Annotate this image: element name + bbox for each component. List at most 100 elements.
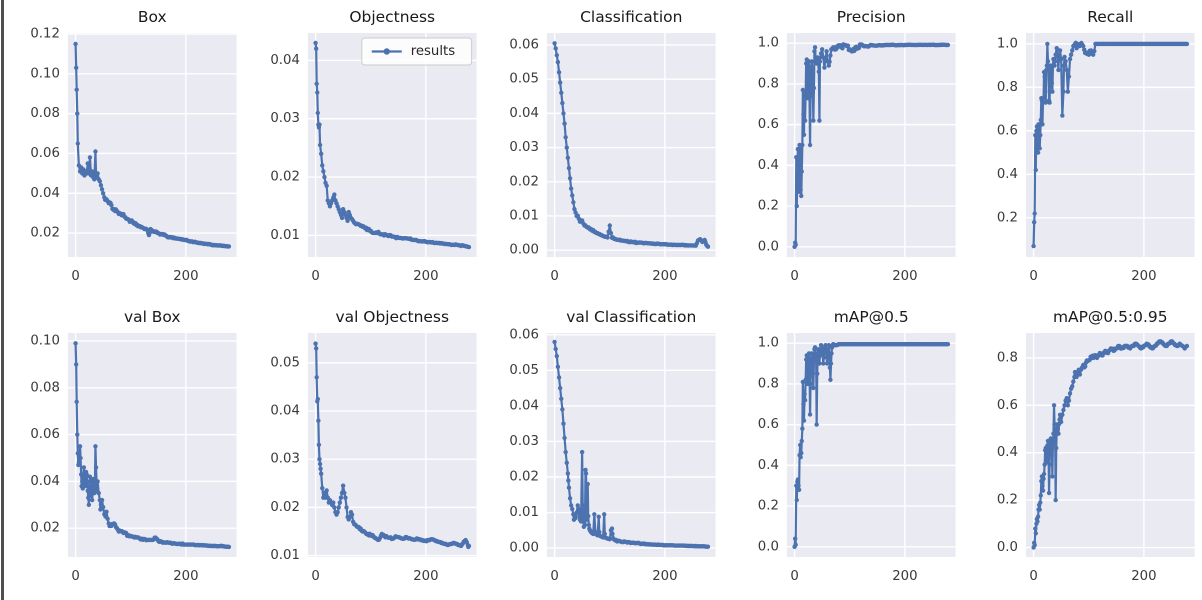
subplot-map-0.5: mAP@0.5 0.0 0.2 0.4 0.6 0.8 1.0 0 200: [723, 300, 963, 600]
data-point-marker: [828, 361, 834, 366]
data-point-marker: [796, 487, 802, 492]
x-tick-label: 0: [790, 269, 798, 284]
data-point-marker: [829, 351, 834, 356]
data-point-marker: [562, 435, 567, 441]
plot-area: [1026, 33, 1196, 257]
data-point-marker: [817, 361, 822, 366]
data-point-marker: [466, 543, 471, 549]
y-tick-label: 0.8: [997, 80, 1018, 95]
data-point-marker: [794, 497, 799, 503]
data-point-marker: [573, 210, 578, 215]
x-tick-label: 200: [413, 569, 438, 584]
data-point-marker: [1062, 63, 1067, 68]
y-tick-label: 0.02: [30, 521, 60, 536]
subplot-canvas: Classification 0.00 0.01 0.02 0.03 0.04 0.05 0.…: [510, 8, 716, 284]
data-point-marker: [84, 479, 90, 484]
data-point-marker: [82, 483, 88, 489]
subplot-title: Recall: [1088, 8, 1134, 26]
subplot-grid: Box 0.02 0.04 0.06 0.08 0.10 0.12 0 200 Objectnes…: [4, 0, 1202, 600]
data-point-marker: [580, 449, 585, 455]
x-tick-label: 200: [652, 269, 677, 284]
data-point-marker: [565, 155, 571, 160]
subplot-canvas: mAP@0.5:0.95 0.0 0.2 0.4 0.6 0.8 0 200: [997, 308, 1196, 584]
subplot-box: Box 0.02 0.04 0.06 0.08 0.10 0.12 0 200: [4, 0, 244, 300]
data-point-marker: [799, 142, 805, 148]
subplot-title: Box: [138, 8, 167, 26]
subplot-title: Precision: [837, 8, 906, 26]
y-tick-label: 1.0: [758, 336, 779, 351]
data-point-marker: [1040, 122, 1046, 127]
data-point-marker: [341, 490, 347, 496]
data-point-marker: [1064, 67, 1070, 73]
data-point-marker: [576, 506, 582, 512]
data-point-marker: [1068, 391, 1073, 396]
data-point-marker: [607, 223, 613, 228]
data-point-marker: [554, 53, 560, 58]
data-point-marker: [819, 47, 825, 52]
data-point-marker: [804, 377, 810, 382]
data-point-marker: [1038, 493, 1044, 498]
data-point-marker: [801, 402, 806, 407]
data-point-marker: [1050, 474, 1055, 479]
data-point-marker: [105, 516, 110, 521]
data-point-marker: [98, 183, 104, 188]
data-point-marker: [560, 407, 565, 412]
data-point-marker: [798, 187, 803, 192]
y-tick-label: 0.04: [30, 474, 60, 489]
y-tick-label: 0.6: [758, 417, 779, 432]
y-tick-label: 0.04: [510, 398, 540, 413]
y-tick-label: 0.06: [510, 327, 540, 342]
data-point-marker: [1078, 372, 1083, 377]
x-tick-label: 200: [892, 569, 917, 584]
data-point-marker: [555, 59, 561, 65]
y-tick-label: 0.4: [997, 167, 1018, 182]
x-tick-label: 200: [413, 269, 438, 284]
data-point-marker: [810, 371, 815, 376]
data-point-marker: [315, 110, 320, 116]
data-point-marker: [318, 151, 323, 156]
data-point-marker: [1070, 384, 1075, 389]
data-point-marker: [809, 59, 814, 64]
y-tick-label: 0.03: [270, 452, 300, 467]
data-point-marker: [814, 371, 820, 376]
data-point-marker: [97, 179, 103, 184]
data-point-marker: [559, 90, 564, 96]
data-point-marker: [1060, 412, 1065, 417]
data-point-marker: [820, 361, 826, 366]
data-point-marker: [609, 526, 615, 531]
data-point-marker: [810, 118, 816, 123]
data-point-marker: [87, 474, 93, 479]
data-point-marker: [1032, 542, 1038, 548]
y-tick-label: 0.4: [758, 458, 779, 473]
data-point-marker: [792, 536, 798, 541]
y-tick-label: 0.01: [510, 208, 540, 223]
data-point-marker: [85, 161, 90, 166]
data-point-marker: [845, 43, 850, 48]
y-tick-label: 0.02: [270, 170, 300, 185]
data-point-marker: [314, 90, 320, 95]
data-point-marker: [563, 449, 569, 455]
legend-marker: [383, 48, 390, 55]
data-point-marker: [586, 513, 591, 519]
data-point-marker: [827, 365, 832, 370]
data-point-marker: [1091, 52, 1096, 57]
data-point-marker: [466, 244, 471, 250]
data-point-marker: [77, 444, 83, 449]
data-point-marker: [100, 191, 106, 196]
data-point-marker: [808, 381, 813, 387]
data-point-marker: [602, 512, 607, 517]
x-tick-label: 0: [551, 269, 559, 284]
data-point-marker: [1069, 52, 1074, 57]
subplot-canvas: Recall 0.2 0.4 0.6 0.8 1.0 0 200: [997, 8, 1196, 284]
data-point-marker: [99, 187, 105, 192]
data-point-marker: [1045, 41, 1050, 47]
y-tick-label: 1.0: [758, 36, 779, 51]
data-point-marker: [95, 171, 100, 176]
plot-area: [547, 333, 716, 557]
data-point-marker: [799, 438, 804, 444]
data-point-marker: [1036, 122, 1042, 127]
data-point-marker: [1063, 59, 1069, 64]
data-point-marker: [822, 65, 827, 70]
data-point-marker: [793, 155, 799, 160]
x-tick-label: 200: [173, 269, 198, 284]
